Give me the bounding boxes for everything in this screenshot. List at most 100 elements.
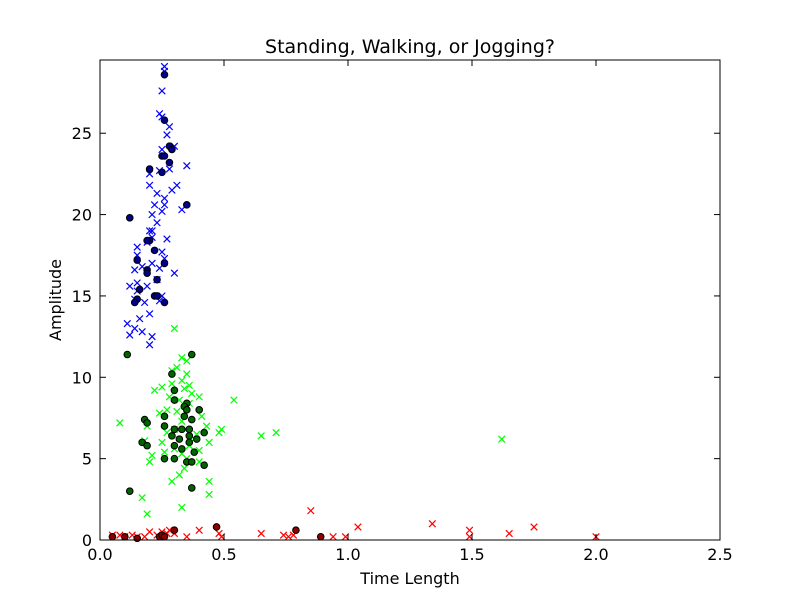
data-point xyxy=(133,243,141,251)
data-point xyxy=(158,248,166,256)
data-point xyxy=(165,122,174,131)
data-point xyxy=(428,520,437,528)
data-point xyxy=(292,526,300,535)
data-point xyxy=(307,506,315,515)
data-point xyxy=(160,422,169,430)
data-point xyxy=(212,523,221,531)
data-point xyxy=(126,331,134,339)
data-point xyxy=(160,259,169,268)
data-point xyxy=(505,529,513,538)
data-point xyxy=(173,363,181,372)
data-point xyxy=(160,454,169,463)
ticks-layer: 0.0 0.5 1.0 1.5 2.0 2.5 0 5 10 15 20 25 xyxy=(72,60,733,564)
data-point xyxy=(135,314,144,323)
data-point xyxy=(138,493,146,502)
x-tick-label: 0.0 xyxy=(87,545,112,564)
data-point xyxy=(165,165,174,173)
data-point xyxy=(187,458,196,466)
data-point xyxy=(125,214,134,222)
data-point xyxy=(170,441,179,450)
data-point xyxy=(205,477,213,486)
data-point xyxy=(158,145,166,154)
data-point xyxy=(168,477,176,486)
data-point xyxy=(163,235,171,243)
data-point xyxy=(116,419,124,427)
data-point xyxy=(160,116,169,125)
data-point xyxy=(140,533,149,541)
data-point xyxy=(170,425,179,434)
series-2 xyxy=(116,324,506,518)
x-tick-label: 2.0 xyxy=(583,545,608,564)
data-point xyxy=(190,448,199,456)
data-point xyxy=(279,531,288,539)
data-point xyxy=(160,70,169,79)
data-point xyxy=(195,406,203,414)
x-tick-label: 1.0 xyxy=(335,545,360,564)
data-point xyxy=(158,438,166,447)
data-point xyxy=(148,332,156,341)
data-point xyxy=(145,341,154,349)
data-point xyxy=(123,319,132,328)
data-point xyxy=(272,428,280,437)
data-point xyxy=(153,275,161,284)
data-point xyxy=(187,415,196,424)
data-point xyxy=(187,484,196,492)
data-point xyxy=(316,532,325,541)
data-point xyxy=(145,165,154,173)
data-point xyxy=(197,412,206,421)
data-point xyxy=(150,246,159,255)
data-point xyxy=(195,393,203,401)
data-point xyxy=(143,282,151,290)
data-point xyxy=(200,461,208,469)
data-point xyxy=(160,412,169,421)
data-point xyxy=(202,422,211,430)
data-point xyxy=(170,526,179,535)
data-point xyxy=(150,201,159,209)
data-point xyxy=(153,292,161,300)
data-point xyxy=(187,350,196,359)
data-point xyxy=(160,201,169,209)
data-point xyxy=(465,526,474,534)
data-point xyxy=(205,438,213,447)
data-point xyxy=(180,412,189,421)
data-point xyxy=(133,256,141,264)
chart-title: Standing, Walking, or Jogging? xyxy=(265,36,555,58)
data-point xyxy=(145,181,154,190)
data-point xyxy=(160,448,169,456)
data-point xyxy=(183,406,191,414)
data-point xyxy=(165,158,174,167)
data-point xyxy=(180,464,189,473)
data-point xyxy=(130,298,139,307)
data-point xyxy=(145,227,154,235)
data-point xyxy=(158,207,166,216)
data-point xyxy=(148,451,156,460)
data-point xyxy=(175,435,184,443)
data-point xyxy=(183,357,191,365)
data-point xyxy=(178,503,186,512)
data-point xyxy=(125,487,134,495)
data-point xyxy=(183,201,191,209)
marks-layer xyxy=(108,62,600,543)
plot-frame xyxy=(99,59,721,541)
data-point xyxy=(143,441,151,450)
series-3 xyxy=(123,350,208,495)
x-tick-label: 2.5 xyxy=(707,545,732,564)
y-tick-label: 10 xyxy=(72,368,92,387)
data-point xyxy=(205,490,213,499)
data-point xyxy=(108,532,117,541)
data-point xyxy=(175,471,184,479)
data-point xyxy=(138,328,146,336)
data-point xyxy=(183,370,191,378)
data-point xyxy=(192,435,201,443)
data-point xyxy=(153,218,161,227)
data-point xyxy=(230,396,238,404)
data-point xyxy=(160,194,169,203)
data-point xyxy=(163,406,171,414)
data-point xyxy=(195,526,203,534)
data-point xyxy=(155,109,164,118)
data-point xyxy=(183,162,191,170)
data-point xyxy=(158,168,166,177)
data-point xyxy=(153,189,161,198)
data-point xyxy=(257,432,265,440)
